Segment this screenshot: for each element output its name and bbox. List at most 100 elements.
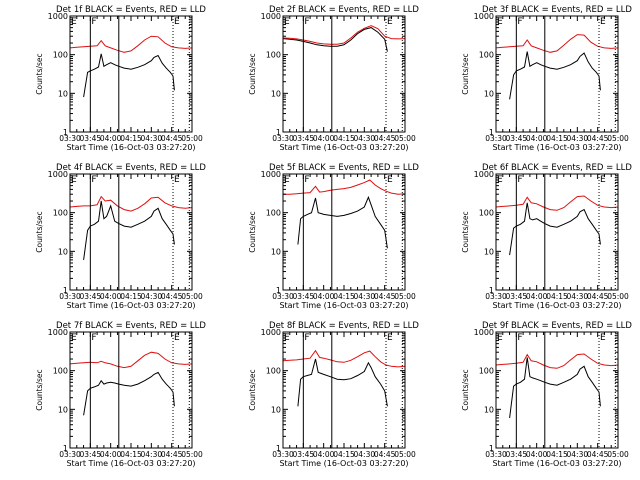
x-tick-label: 04:00 (313, 134, 335, 143)
x-tick-label: 05:00 (607, 450, 629, 459)
x-tick-label: 04:45 (374, 450, 396, 459)
x-tick-label: 04:45 (161, 450, 183, 459)
x-tick-label: 04:00 (100, 450, 122, 459)
x-axis-label: Start Time (16-Oct-03 03:27:20) (66, 301, 195, 310)
x-tick-label: 03:30 (59, 134, 81, 143)
x-axis-label: Start Time (16-Oct-03 03:27:20) (492, 459, 621, 468)
y-axis-label: Counts/sec (461, 369, 470, 410)
x-tick-label: 04:30 (141, 292, 163, 301)
chart-panel-2: Det 2f BLACK = Events, RED = LLD E F E 1 10 10… (248, 5, 419, 152)
x-tick-label: 05:00 (394, 134, 416, 143)
marker-label: E (71, 17, 77, 27)
y-tick-label: 10 (484, 405, 494, 414)
x-tick-label: 04:30 (141, 450, 163, 459)
marker-label: E (497, 17, 503, 27)
y-axis-label: Counts/sec (35, 53, 44, 94)
chart-title: Det 2f BLACK = Events, RED = LLD (269, 5, 419, 15)
y-tick-label: 1 (63, 128, 68, 137)
y-tick-label: 10 (484, 89, 494, 98)
marker-label: E (284, 175, 290, 185)
y-axis-label: Counts/sec (35, 211, 44, 252)
x-tick-label: 04:45 (161, 134, 183, 143)
events-series-line (83, 371, 175, 416)
x-tick-label: 03:30 (272, 450, 294, 459)
marker-label: E (174, 333, 180, 343)
x-axis-label: Start Time (16-Oct-03 03:27:20) (66, 143, 195, 152)
marker-label: F (517, 17, 522, 27)
lld-series-line (495, 34, 619, 53)
y-axis-label: Counts/sec (461, 53, 470, 94)
y-tick-label: 10 (58, 89, 68, 98)
marker-label: E (387, 333, 393, 343)
chart-panel-8: Det 8f BLACK = Events, RED = LLD E F E 1 10 10… (248, 321, 419, 468)
x-tick-label: 03:30 (272, 134, 294, 143)
x-tick-label: 03:45 (80, 134, 102, 143)
chart-title: Det 7f BLACK = Events, RED = LLD (56, 321, 206, 331)
x-tick-label: 04:15 (333, 292, 355, 301)
x-tick-label: 03:45 (80, 292, 102, 301)
y-tick-label: 100 (266, 51, 281, 60)
y-tick-label: 1000 (474, 328, 494, 337)
y-tick-label: 1000 (474, 170, 494, 179)
x-tick-label: 04:15 (120, 450, 142, 459)
marker-label: F (517, 333, 522, 343)
marker-label: F (304, 175, 309, 185)
x-tick-label: 04:30 (354, 292, 376, 301)
events-series-line (509, 202, 601, 256)
x-tick-label: 05:00 (394, 292, 416, 301)
x-tick-label: 04:15 (120, 292, 142, 301)
x-tick-label: 03:30 (59, 292, 81, 301)
x-tick-label: 03:30 (485, 292, 507, 301)
events-series-line (297, 358, 388, 407)
chart-title: Det 9f BLACK = Events, RED = LLD (482, 321, 632, 331)
y-tick-label: 100 (53, 209, 68, 218)
marker-label: E (284, 333, 290, 343)
x-tick-label: 03:30 (485, 450, 507, 459)
x-tick-label: 04:45 (374, 292, 396, 301)
x-tick-label: 04:30 (567, 292, 589, 301)
y-axis-label: Counts/sec (248, 53, 257, 94)
x-tick-label: 04:45 (374, 134, 396, 143)
x-tick-label: 04:15 (546, 292, 568, 301)
y-tick-label: 1 (489, 286, 494, 295)
y-tick-label: 100 (266, 209, 281, 218)
y-tick-label: 1000 (48, 12, 68, 21)
marker-label: E (71, 333, 77, 343)
y-tick-label: 1 (489, 128, 494, 137)
y-tick-label: 1000 (261, 328, 281, 337)
y-tick-label: 10 (484, 247, 494, 256)
plot-frame (282, 15, 406, 133)
plot-frame (495, 331, 619, 449)
marker-label: E (497, 333, 503, 343)
y-tick-label: 1 (276, 128, 281, 137)
chart-panel-9: Det 9f BLACK = Events, RED = LLD E F E 1 10 10… (461, 321, 632, 468)
x-tick-label: 03:30 (485, 134, 507, 143)
events-series-line (282, 27, 388, 52)
x-tick-label: 05:00 (181, 292, 203, 301)
x-tick-label: 05:00 (181, 134, 203, 143)
y-tick-label: 100 (479, 367, 494, 376)
y-tick-label: 1000 (474, 12, 494, 21)
x-tick-label: 05:00 (181, 450, 203, 459)
x-tick-label: 04:30 (354, 134, 376, 143)
x-tick-label: 03:45 (506, 134, 528, 143)
y-tick-label: 1 (276, 286, 281, 295)
y-tick-label: 1000 (48, 328, 68, 337)
x-tick-label: 03:45 (506, 450, 528, 459)
chart-title: Det 8f BLACK = Events, RED = LLD (269, 321, 419, 331)
x-tick-label: 04:45 (587, 134, 609, 143)
events-series-line (83, 53, 175, 98)
y-tick-label: 10 (271, 247, 281, 256)
x-tick-label: 04:00 (526, 450, 548, 459)
y-axis-label: Counts/sec (248, 369, 257, 410)
x-tick-label: 04:45 (587, 292, 609, 301)
y-tick-label: 100 (479, 51, 494, 60)
x-tick-label: 03:45 (293, 134, 315, 143)
y-tick-label: 1 (63, 444, 68, 453)
lld-series-line (69, 195, 193, 212)
plot-frame (69, 173, 193, 291)
chart-title: Det 3f BLACK = Events, RED = LLD (482, 5, 632, 15)
x-axis-label: Start Time (16-Oct-03 03:27:20) (492, 301, 621, 310)
y-tick-label: 10 (58, 247, 68, 256)
